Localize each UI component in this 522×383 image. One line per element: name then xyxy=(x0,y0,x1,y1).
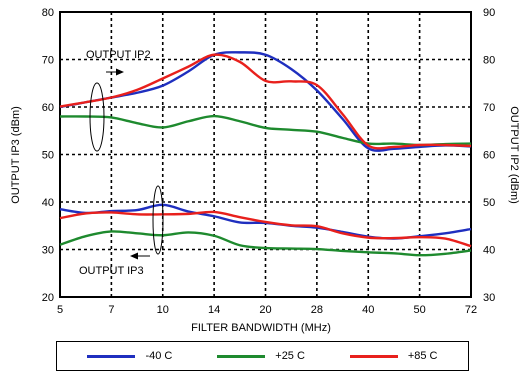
series-line-ip3 xyxy=(59,230,472,257)
legend-label: +85 C xyxy=(407,350,438,362)
x-tick-label: 72 xyxy=(465,304,477,316)
ip3-annotation-arrow xyxy=(130,252,150,260)
y-left-tick-label: 60 xyxy=(42,102,54,114)
series-line-ip2 xyxy=(59,51,472,152)
y-left-tick-label: 80 xyxy=(42,7,54,19)
grid-lines xyxy=(60,12,471,297)
x-tick-label: 14 xyxy=(208,304,220,316)
y-axis-label-right: OUTPUT IP2 (dBm) xyxy=(508,106,520,204)
legend-swatch xyxy=(349,354,398,358)
legend-swatch xyxy=(87,354,136,358)
y-right-tick-label: 30 xyxy=(483,292,495,304)
x-tick-label: 28 xyxy=(311,304,323,316)
y-left-tick-label: 50 xyxy=(42,150,54,162)
ip2-annotation-label: OUTPUT IP2 xyxy=(86,49,151,61)
y-right-tick-label: 70 xyxy=(483,102,495,114)
y-left-tick-label: 40 xyxy=(42,197,54,209)
y-left-tick-label: 30 xyxy=(42,245,54,257)
x-tick-label: 20 xyxy=(259,304,271,316)
y-right-tick-label: 40 xyxy=(483,245,495,257)
ip3-annotation-ellipse xyxy=(152,185,164,255)
x-tick-label: 10 xyxy=(157,304,169,316)
plot-frame xyxy=(59,11,472,298)
y-right-tick-label: 90 xyxy=(483,7,495,19)
ip3-annotation-label: OUTPUT IP3 xyxy=(79,265,144,277)
legend-swatch xyxy=(217,354,266,358)
series-line-ip2 xyxy=(59,114,472,147)
series-layer xyxy=(59,51,472,257)
tick-labels: 5 7 10 14 20 28 40 50 72 20 30 40 50 60 70 80 30 40 50 60 70… xyxy=(42,7,496,316)
series-line-ip3 xyxy=(59,210,472,248)
y-right-tick-label: 80 xyxy=(483,55,495,67)
ip2-annotation-ellipse xyxy=(89,82,105,152)
y-right-tick-label: 60 xyxy=(483,150,495,162)
x-axis-label: FILTER BANDWIDTH (MHz) xyxy=(191,322,331,334)
legend-item: +85 C xyxy=(349,350,438,362)
legend: -40 C +25 C +85 C xyxy=(56,341,469,371)
y-left-tick-label: 20 xyxy=(42,292,54,304)
x-tick-label: 40 xyxy=(362,304,374,316)
y-right-tick-label: 50 xyxy=(483,197,495,209)
x-tick-label: 5 xyxy=(57,304,63,316)
legend-label: -40 C xyxy=(145,350,173,362)
x-tick-label: 7 xyxy=(108,304,114,316)
y-left-tick-label: 70 xyxy=(42,55,54,67)
legend-item: -40 C xyxy=(87,350,172,362)
series-line-ip2 xyxy=(59,53,472,150)
legend-item: +25 C xyxy=(217,350,305,362)
legend-label: +25 C xyxy=(275,350,305,362)
ip2-annotation-arrow xyxy=(106,68,124,76)
x-tick-label: 50 xyxy=(414,304,426,316)
y-axis-label-left: OUTPUT IP3 (dBm) xyxy=(10,106,22,204)
